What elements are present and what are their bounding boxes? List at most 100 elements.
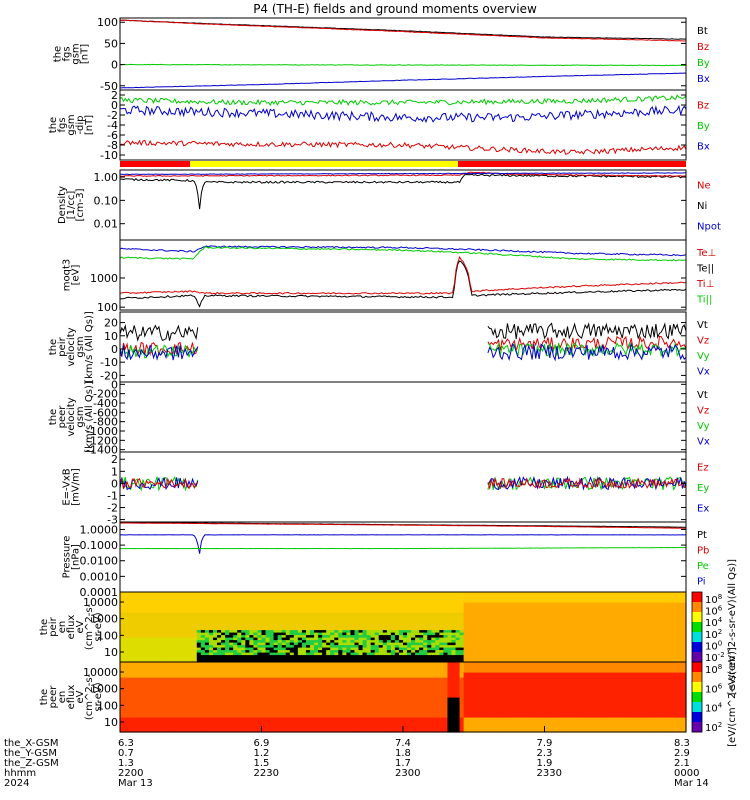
y-tick-label: -8 [107,139,118,152]
series-By [119,104,687,124]
panel-peer_en_eflux: 108 106 104 102 [eV/(cm^2-s-sr-eV)] 10000 1000… [39,647,738,747]
x-axis-row-label: the_X-GSM [4,738,58,749]
y-tick-label: 0 [111,477,118,490]
x-axis-row-label: the_Y-GSM [4,748,57,759]
y-axis-label: Density[1/cc][cm-3] [57,186,86,224]
x-axis-value: 7.4 [395,738,411,749]
x-axis-value: 2330 [537,768,562,779]
panel-density: 1.00 0.10 0.01 Density[1/cc][cm-3] Ne Ni Npot [57,169,721,241]
panel-frame [119,169,687,241]
legend-Npot: Npot [697,222,721,233]
series-Te⊥ [119,245,687,257]
colorbar-tick: 102 [705,628,722,641]
y-tick-label: 100 [97,699,118,712]
y-tick-label: -400 [93,397,118,410]
panels-group: 100500-50thefgsgsm[nT]BtBzByBx20-2-4-6-8… [39,16,738,747]
legend-Ne: Ne [697,180,711,191]
x-axis-value: 6.9 [254,738,270,749]
legend-Ti⊥: Ti⊥ [696,279,714,290]
x-axis-value: 1.8 [395,748,411,759]
colorbar-tick: 104 [705,616,723,629]
colorbar-tick: 106 [705,605,723,618]
panel-temperature: 1000 100 moqt3[eV] Te⊥ Te|| Ti⊥ Ti|| [62,239,716,314]
legend-Ni: Ni [697,201,707,212]
y-axis-label: thepeervelocitygsm[km/s (All Qs)] [48,381,95,453]
y-tick-label: -10 [100,356,118,369]
panel-frame [119,451,687,523]
y-tick-label: -6 [107,129,118,142]
y-axis-label: thefgsgsm[nT] [53,43,91,64]
panel-frame [119,89,687,161]
x-axis-value: 7.9 [537,738,553,749]
y-tick-label: -1400 [86,444,118,457]
legend-Vt: Vt [697,390,708,401]
series-Ti⊥ [119,255,687,295]
x-axis-value: Mar 13 [118,778,153,789]
y-axis-label: E=-VxB[mV/m] [62,468,82,506]
x-axis-value: 8.3 [674,738,690,749]
series-Pe [120,546,687,550]
series-Ti|| [119,246,687,262]
y-tick-label: 1000 [90,683,118,696]
x-axis-value: 0000 [674,768,699,779]
legend-Vt: Vt [697,320,708,331]
legend-Vx: Vx [697,436,710,447]
y-tick-label: 20 [104,317,118,330]
panel-fgs_gsm: 100 50 0 -50 thefgsgsm[nT] Bt Bz By Bx [53,16,710,93]
y-tick-label: -800 [93,416,118,429]
figure-title: P4 (TH-E) fields and ground moments over… [253,2,537,16]
y-tick-label: 100 [97,16,118,29]
y-tick-label: 10 [104,716,118,729]
y-tick-label: -1200 [86,434,118,447]
legend-Bx: Bx [697,142,710,153]
y-tick-label: -1000 [86,425,118,438]
y-tick-label: -10 [100,149,118,162]
y-tick-label: 0.0001 [80,586,119,599]
panel-fgs_gsm_dip: 20-2-4-6-8-10 thefgsgsm-dip[nT] Bz By Bx [48,89,710,162]
series-Bz [119,94,687,106]
y-tick-label: 50 [104,37,118,50]
y-tick-label: 100 [97,301,118,314]
y-tick-label: 1.0000 [80,523,119,536]
series-Te|| [119,260,687,308]
colorbar-tick: 108 [705,593,722,606]
y-tick-label: 0 [111,378,118,391]
x-axis-row-label: 2024 [4,778,29,789]
series-Bx [120,72,687,89]
x-axis-value: 6.3 [118,738,134,749]
legend-Pt: Pt [697,530,707,541]
panel-frame [119,17,687,91]
series-Npot [119,172,687,176]
legend-Pb: Pb [697,545,709,556]
series-Ne [119,171,687,177]
colorbar-tick: 104 [705,702,723,715]
legend-Ez: Ez [697,462,709,473]
y-tick-label: 0.10 [94,194,119,207]
x-axis-row-label: the_Z-GSM [4,758,59,769]
series-Pb [119,522,687,529]
series-Ni [119,173,687,210]
y-tick-label: 1.00 [94,171,119,184]
legend-Vx: Vx [697,366,710,377]
y-tick-label: 10 [104,330,118,343]
series-Vx [119,342,687,362]
x-axis-value: 2.9 [674,748,690,759]
x-axis-value: 1.3 [118,758,134,769]
y-axis-label: thepeirenefluxeV(cm^2-s-sr-eV) [39,603,104,650]
y-tick-label: 2 [111,89,118,102]
y-tick-label: 0.01 [94,218,119,231]
panel-frame [119,239,687,311]
panel-e_vxb: 210-1-2-3 E=-VxB[mV/m] Ez Ey Ex [62,451,709,527]
legend-Vy: Vy [697,421,710,432]
series-Bx [119,139,687,155]
legend-Vz: Vz [697,405,709,416]
x-axis-value: 2230 [254,768,279,779]
series-Ey [119,475,687,492]
legend-Pe: Pe [697,561,709,572]
x-axis-row-label: hhmm [4,768,36,779]
legend-Te||: Te|| [696,263,714,274]
colorbar-tick: 102 [705,721,722,734]
panel-frame [119,521,687,593]
